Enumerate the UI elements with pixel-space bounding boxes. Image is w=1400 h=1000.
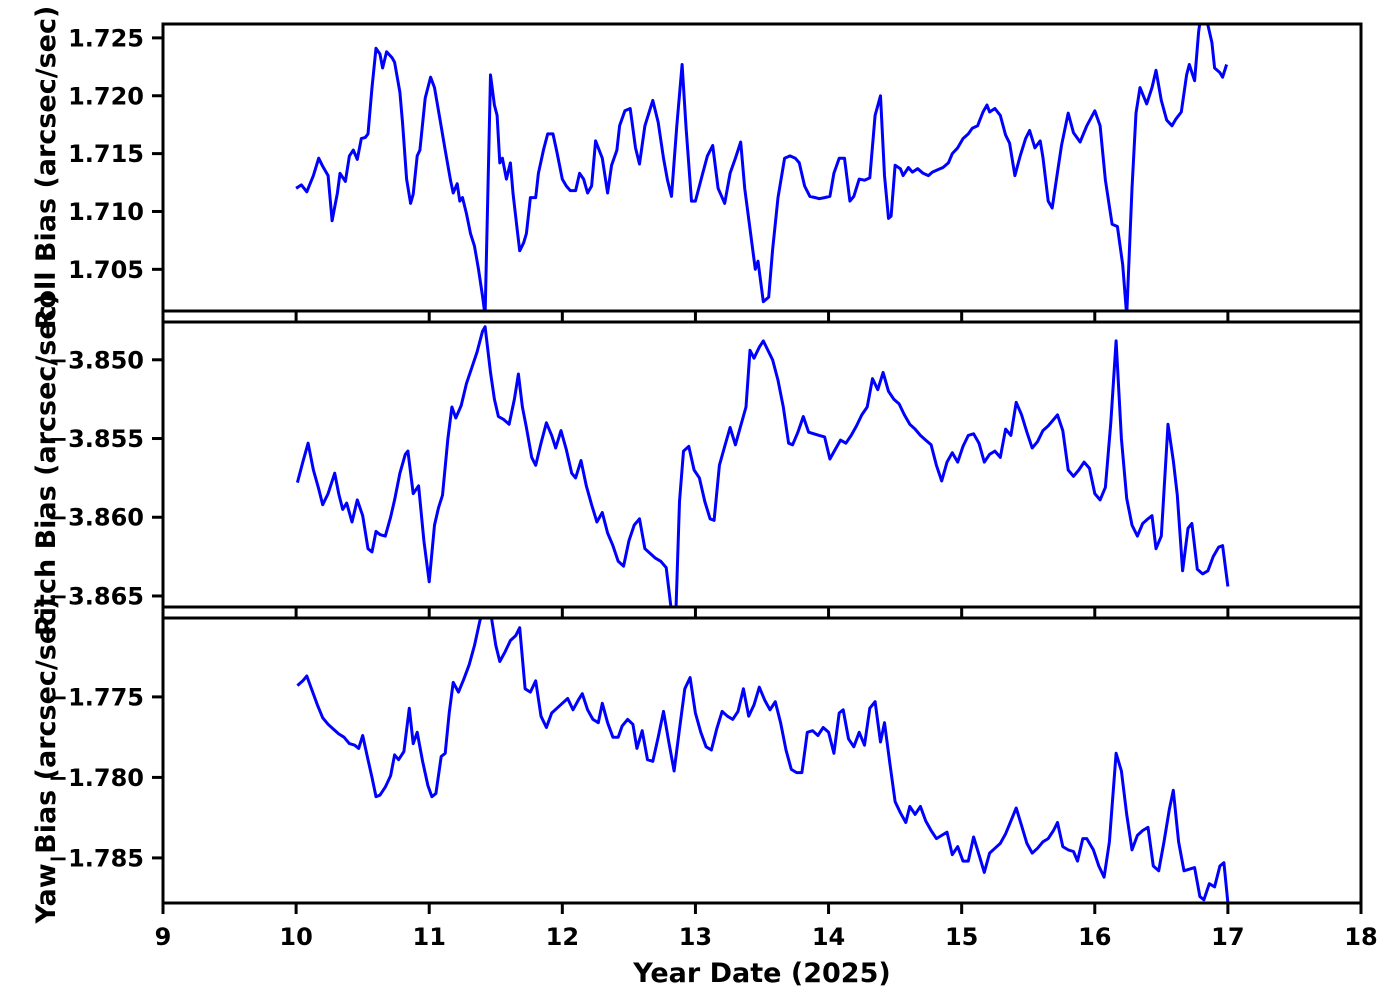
x-tick-label: 18 bbox=[1344, 923, 1377, 951]
panel-pitch-bias: −3.850 −3.855 −3.860 −3.865 bbox=[48, 320, 1363, 618]
roll-bias-line bbox=[295, 24, 1229, 311]
y-axis-label-roll: Roll Bias (arcsec/sec) bbox=[31, 6, 62, 330]
yaw-bias-line bbox=[296, 618, 1230, 903]
x-tick-label: 14 bbox=[812, 923, 845, 951]
x-tick-label: 12 bbox=[546, 923, 579, 951]
chart-layer: 1.7051.7101.7151.7201.725−3.850−3.855−3.… bbox=[48, 22, 1378, 951]
y-tick-label: −3.860 bbox=[48, 504, 144, 532]
x-tick-label: 10 bbox=[279, 923, 312, 951]
y-tick-label: 1.710 bbox=[68, 198, 144, 226]
pitch-bias-line bbox=[295, 325, 1230, 607]
y-tick-label: 1.715 bbox=[68, 140, 144, 168]
y-tick-label: 1.725 bbox=[68, 24, 144, 52]
x-tick-label: 16 bbox=[1078, 923, 1111, 951]
x-tick-label: 9 bbox=[155, 923, 172, 951]
x-tick-label: 13 bbox=[679, 923, 712, 951]
y-tick-label: −3.850 bbox=[48, 346, 144, 374]
panel-frame bbox=[161, 320, 1363, 609]
y-tick-label: −1.785 bbox=[48, 844, 144, 872]
panel-frame bbox=[161, 22, 1363, 313]
panel-frame bbox=[161, 616, 1363, 905]
y-tick-label: 1.720 bbox=[68, 82, 144, 110]
panel-roll-bias: 1.705 1.710 1.715 1.720 1.725 bbox=[68, 22, 1363, 322]
y-tick-label: −3.855 bbox=[48, 425, 144, 453]
y-tick-label: 1.705 bbox=[68, 256, 144, 284]
y-tick-label: −3.865 bbox=[48, 582, 144, 610]
x-axis-label: Year Date (2025) bbox=[632, 958, 890, 989]
y-tick-label: −1.780 bbox=[48, 764, 144, 792]
x-tick-label: 15 bbox=[945, 923, 978, 951]
panel-yaw-bias: −1.775 −1.780 −1.785 9 10 11 12 13 14 15 16 17 18 bbox=[48, 616, 1378, 951]
x-tick-label: 11 bbox=[413, 923, 446, 951]
y-tick-label: −1.775 bbox=[48, 683, 144, 711]
y-axis-label-yaw: Yaw Bias (arcsec/sec) bbox=[31, 597, 62, 924]
y-axis-label-pitch: Pitch Bias (arcsec/sec) bbox=[31, 293, 62, 636]
x-tick-label: 17 bbox=[1211, 923, 1244, 951]
